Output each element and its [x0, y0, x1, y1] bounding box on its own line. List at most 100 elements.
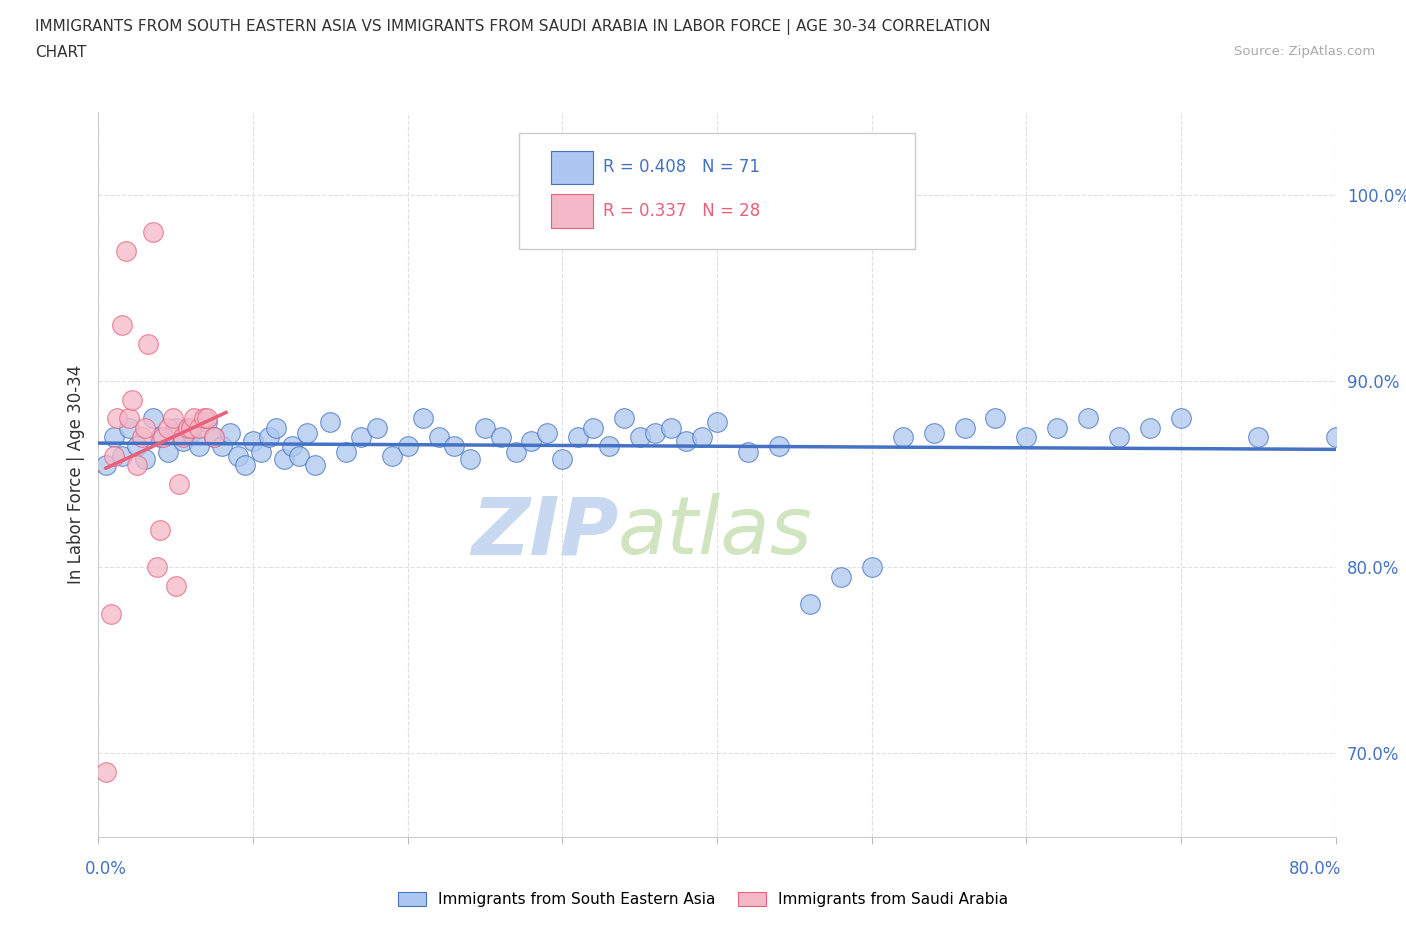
Point — [644, 426, 666, 441]
Point — [350, 430, 373, 445]
Point — [141, 225, 165, 240]
Point — [226, 448, 249, 463]
Point — [984, 411, 1007, 426]
Point — [443, 439, 465, 454]
Point — [567, 430, 589, 445]
Point — [172, 433, 194, 448]
Point — [628, 430, 651, 445]
Point — [157, 420, 180, 435]
Point — [96, 764, 118, 779]
Point — [162, 411, 184, 426]
Point — [768, 439, 790, 454]
Point — [706, 415, 728, 430]
Point — [195, 415, 218, 430]
Point — [127, 458, 149, 472]
Point — [304, 458, 326, 472]
Point — [598, 439, 620, 454]
Text: IMMIGRANTS FROM SOUTH EASTERN ASIA VS IMMIGRANTS FROM SAUDI ARABIA IN LABOR FORC: IMMIGRANTS FROM SOUTH EASTERN ASIA VS IM… — [35, 19, 991, 34]
Point — [427, 430, 450, 445]
Point — [474, 420, 496, 435]
Point — [134, 420, 156, 435]
Point — [188, 439, 211, 454]
Point — [659, 420, 682, 435]
Point — [799, 597, 821, 612]
Point — [152, 430, 174, 445]
Point — [149, 430, 172, 445]
Text: R = 0.408   N = 71: R = 0.408 N = 71 — [603, 158, 761, 177]
Point — [165, 420, 187, 435]
FancyBboxPatch shape — [519, 133, 915, 249]
Point — [165, 578, 187, 593]
Point — [134, 452, 156, 467]
Point — [281, 439, 304, 454]
Text: 80.0%: 80.0% — [1288, 860, 1341, 878]
Text: Source: ZipAtlas.com: Source: ZipAtlas.com — [1234, 45, 1375, 58]
Point — [690, 430, 713, 445]
Point — [103, 430, 125, 445]
Point — [211, 439, 233, 454]
Point — [193, 411, 215, 426]
Point — [1077, 411, 1099, 426]
Point — [204, 430, 226, 445]
Point — [136, 337, 159, 352]
Point — [111, 448, 132, 463]
Point — [1108, 430, 1130, 445]
Point — [127, 439, 149, 454]
Point — [103, 448, 125, 463]
Point — [675, 433, 697, 448]
Text: R = 0.337   N = 28: R = 0.337 N = 28 — [603, 202, 761, 220]
Point — [257, 430, 280, 445]
Point — [458, 452, 481, 467]
Point — [188, 420, 211, 435]
Point — [100, 606, 122, 621]
Point — [264, 420, 288, 435]
Point — [204, 430, 226, 445]
Point — [141, 411, 165, 426]
Point — [613, 411, 636, 426]
Point — [582, 420, 605, 435]
Text: ZIP: ZIP — [471, 493, 619, 571]
Point — [1046, 420, 1069, 435]
Point — [131, 430, 153, 445]
Y-axis label: In Labor Force | Age 30-34: In Labor Force | Age 30-34 — [66, 365, 84, 584]
Point — [115, 244, 138, 259]
Point — [335, 445, 357, 459]
Point — [366, 420, 388, 435]
FancyBboxPatch shape — [551, 151, 593, 184]
Point — [273, 452, 295, 467]
Point — [953, 420, 976, 435]
Point — [381, 448, 404, 463]
Point — [195, 411, 218, 426]
Point — [520, 433, 543, 448]
Point — [1324, 430, 1347, 445]
Point — [297, 426, 319, 441]
Point — [180, 420, 202, 435]
Point — [536, 426, 558, 441]
Text: atlas: atlas — [619, 493, 813, 571]
Point — [396, 439, 419, 454]
Point — [105, 411, 128, 426]
Point — [250, 445, 273, 459]
Point — [288, 448, 311, 463]
Point — [111, 318, 132, 333]
Point — [830, 569, 852, 584]
Point — [157, 445, 180, 459]
Point — [891, 430, 914, 445]
Point — [183, 411, 205, 426]
Point — [1170, 411, 1192, 426]
Point — [219, 426, 242, 441]
Point — [1015, 430, 1038, 445]
Point — [167, 476, 190, 491]
Point — [1247, 430, 1270, 445]
Point — [180, 426, 202, 441]
Point — [118, 420, 141, 435]
Text: CHART: CHART — [35, 45, 87, 60]
Point — [1139, 420, 1161, 435]
Point — [412, 411, 434, 426]
Point — [121, 392, 143, 407]
Point — [242, 433, 264, 448]
Point — [146, 560, 169, 575]
Point — [319, 415, 342, 430]
Point — [149, 523, 172, 538]
Point — [172, 430, 194, 445]
